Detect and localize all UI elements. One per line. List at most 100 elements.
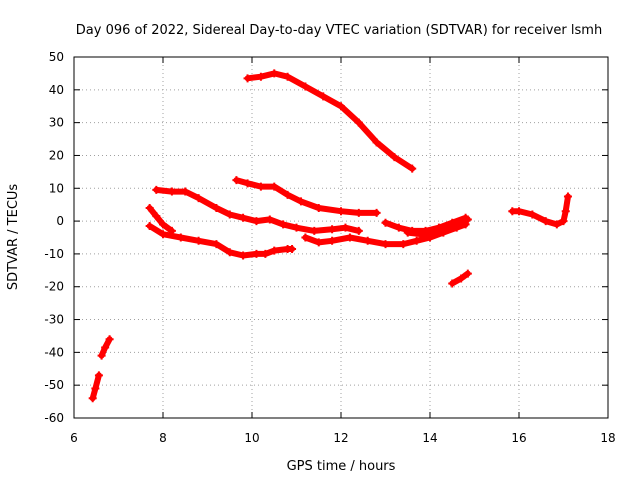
series-s3-point bbox=[372, 138, 381, 147]
series-s2-point bbox=[97, 351, 106, 360]
y-tick-label: 0 bbox=[56, 214, 64, 228]
series-s8-point bbox=[345, 233, 354, 242]
series-s4-point bbox=[296, 197, 305, 206]
y-tick-label: -60 bbox=[44, 411, 64, 425]
series-layer bbox=[88, 69, 572, 403]
series-s3-point bbox=[270, 69, 279, 78]
series-s4-point bbox=[314, 203, 323, 212]
y-tick-label: -50 bbox=[44, 378, 64, 392]
series-s5-point bbox=[167, 187, 176, 196]
x-tick-label: 6 bbox=[70, 431, 78, 445]
series-s5-point bbox=[265, 215, 274, 224]
series-s12-point bbox=[508, 207, 517, 216]
series-s5-point bbox=[152, 185, 161, 194]
series-s5-point bbox=[279, 220, 288, 229]
series-s5-point bbox=[212, 203, 221, 212]
x-tick-label: 14 bbox=[422, 431, 437, 445]
x-tick-label: 10 bbox=[244, 431, 259, 445]
series-s7-point bbox=[261, 249, 270, 258]
y-tick-label: -40 bbox=[44, 345, 64, 359]
series-s12-point bbox=[559, 217, 568, 226]
series-s4-point bbox=[337, 207, 345, 216]
series-s9-point bbox=[394, 223, 403, 232]
series-s4-point bbox=[270, 182, 279, 191]
series-s10-point bbox=[443, 225, 452, 234]
series-s5-point bbox=[328, 225, 337, 234]
series-s8-point bbox=[328, 236, 337, 245]
series-s5-point bbox=[252, 217, 261, 226]
x-tick-label: 8 bbox=[159, 431, 167, 445]
y-tick-label: 10 bbox=[49, 181, 64, 195]
y-tick-label: -10 bbox=[44, 247, 64, 261]
chart-title: Day 096 of 2022, Sidereal Day-to-day VTE… bbox=[76, 23, 602, 38]
series-s6-line bbox=[146, 205, 175, 234]
series-s6-point bbox=[152, 212, 161, 221]
series-s5-point bbox=[310, 226, 319, 235]
series-s5-point bbox=[181, 187, 190, 196]
series-s9-point bbox=[381, 218, 390, 227]
series-s10-point bbox=[417, 230, 426, 239]
series-s12-point bbox=[563, 192, 572, 201]
series-s5-point bbox=[239, 213, 248, 222]
series-s4-line bbox=[233, 177, 380, 216]
series-s12-point bbox=[515, 207, 523, 216]
series-s7-point bbox=[288, 244, 297, 253]
series-s7-point bbox=[212, 240, 221, 249]
series-s10-point bbox=[463, 215, 472, 224]
series-s10-point bbox=[403, 228, 412, 237]
series-s6-point bbox=[145, 203, 154, 212]
y-tick-label: -30 bbox=[44, 313, 64, 327]
series-s8-point bbox=[381, 240, 390, 249]
series-s3-point bbox=[390, 153, 399, 162]
y-tick-label: 20 bbox=[49, 148, 64, 162]
series-s5-point bbox=[341, 223, 350, 232]
x-axis-label: GPS time / hours bbox=[287, 459, 396, 474]
series-s4-point bbox=[256, 182, 265, 191]
series-s4-point bbox=[232, 176, 241, 185]
series-s1-point bbox=[94, 371, 103, 380]
series-s12-point bbox=[541, 217, 550, 226]
series-s8-point bbox=[363, 236, 372, 245]
series-s3-point bbox=[283, 72, 292, 81]
series-s3-point bbox=[408, 164, 417, 173]
series-s2-point bbox=[101, 343, 110, 352]
series-s6-point bbox=[159, 220, 167, 229]
series-s11-point bbox=[457, 274, 466, 283]
series-s1-point bbox=[88, 394, 97, 403]
y-tick-label: 50 bbox=[49, 50, 64, 64]
series-s8-point bbox=[412, 236, 421, 245]
series-s10-point bbox=[430, 228, 439, 237]
series-s11-point bbox=[463, 269, 472, 278]
series-s4-point bbox=[354, 208, 363, 217]
series-s1-point bbox=[91, 384, 100, 393]
series-s8-point bbox=[399, 240, 408, 249]
series-s3-line bbox=[244, 70, 416, 172]
series-s5-point bbox=[354, 226, 363, 235]
y-tick-label: 40 bbox=[49, 83, 64, 97]
series-s11-point bbox=[448, 279, 457, 288]
series-s5-point bbox=[292, 223, 301, 232]
series-s4-point bbox=[372, 208, 381, 217]
series-s4-point bbox=[243, 179, 252, 188]
series-s10-point bbox=[457, 220, 466, 229]
series-s7-point bbox=[270, 246, 279, 255]
series-s8-point bbox=[301, 233, 310, 242]
y-tick-label: 30 bbox=[49, 116, 64, 130]
series-s7-point bbox=[239, 251, 248, 260]
series-s12-point bbox=[561, 207, 570, 216]
series-s7-point bbox=[145, 222, 154, 231]
ticks: 6 8 10 12 14 16 18 -60 -50 -40 -30 -20 -10 0 10 20 30 40 5… bbox=[44, 50, 615, 445]
series-s7-point bbox=[252, 249, 261, 258]
series-s3-point bbox=[301, 82, 310, 91]
series-s5-point bbox=[194, 194, 203, 203]
series-s8-point bbox=[314, 238, 323, 247]
series-s7-point bbox=[159, 230, 167, 239]
y-axis-label: SDTVAR / TECUs bbox=[6, 184, 21, 291]
series-s3-point bbox=[319, 92, 328, 101]
series-s7-point bbox=[176, 233, 185, 242]
series-s5-point bbox=[225, 210, 234, 219]
series-s3-point bbox=[256, 72, 265, 81]
series-s7-point bbox=[225, 248, 234, 257]
series-s12-point bbox=[552, 220, 561, 229]
